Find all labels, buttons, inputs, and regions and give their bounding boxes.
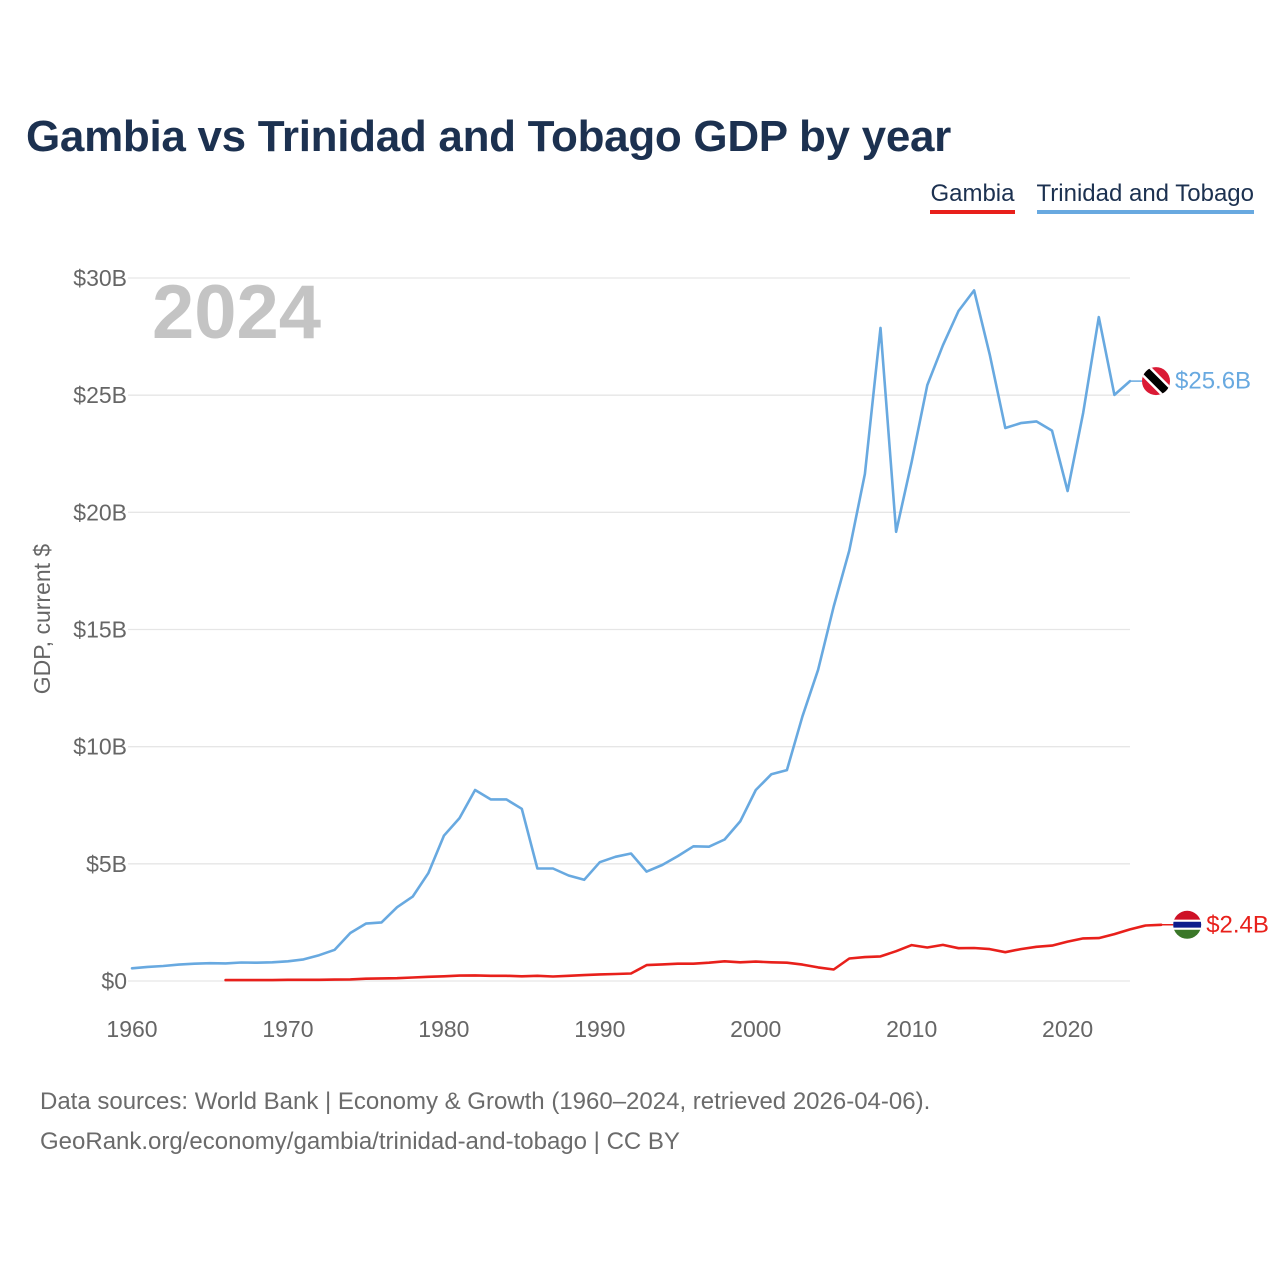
x-tick-label: 1980: [418, 1016, 469, 1042]
series-line-gambia: [224, 923, 1163, 982]
series-lines: [130, 289, 1174, 982]
x-tick-label: 2010: [886, 1016, 937, 1042]
chart-title: Gambia vs Trinidad and Tobago GDP by yea…: [26, 112, 951, 161]
y-tick-label: $5B: [86, 851, 127, 877]
series-line-trinidad: [130, 289, 1132, 970]
legend-item-gambia[interactable]: Gambia: [930, 180, 1015, 214]
gambia-flag-icon: [1173, 910, 1202, 939]
legend-item-trinidad-and-tobago[interactable]: Trinidad and Tobago: [1036, 180, 1254, 214]
y-axis-ticks: $0 $5B $10B $15B $20B $25B $30B: [73, 265, 127, 994]
data-source-note: Data sources: World Bank | Economy & Gro…: [40, 1088, 931, 1115]
gridlines: [128, 277, 1130, 982]
y-axis-label: GDP, current $: [29, 544, 55, 695]
y-tick-label: $10B: [73, 734, 127, 760]
x-tick-label: 1970: [262, 1016, 313, 1042]
y-tick-label: $0: [101, 968, 127, 994]
y-tick-label: $20B: [73, 499, 127, 525]
y-tick-label: $15B: [73, 617, 127, 643]
source-link[interactable]: GeoRank.org/economy/gambia/trinidad-and-…: [40, 1128, 680, 1155]
trinidad-and-tobago-end-value: $25.6B: [1175, 368, 1251, 395]
x-tick-label: 1960: [106, 1016, 157, 1042]
year-watermark: 2024: [152, 270, 321, 355]
legend: Gambia Trinidad and Tobago: [930, 180, 1254, 214]
trinidad-and-tobago-flag-icon: [1142, 367, 1170, 396]
gambia-end-value: $2.4B: [1206, 911, 1269, 938]
gdp-line-chart: 2024 $0$5B$10B$15B$20B$25B$30B 1960 1970 1…: [29, 265, 1269, 1042]
x-tick-label: 2000: [730, 1016, 781, 1042]
y-tick-label: $30B: [73, 265, 127, 291]
x-tick-label: 1990: [574, 1016, 625, 1042]
footer: Data sources: World Bank | Economy & Gro…: [40, 1082, 930, 1162]
y-tick-label: $25B: [73, 382, 127, 408]
x-axis-ticks: 1960 1970 1980 1990 2000 2010 2020: [106, 1016, 1093, 1042]
x-tick-label: 2020: [1042, 1016, 1093, 1042]
